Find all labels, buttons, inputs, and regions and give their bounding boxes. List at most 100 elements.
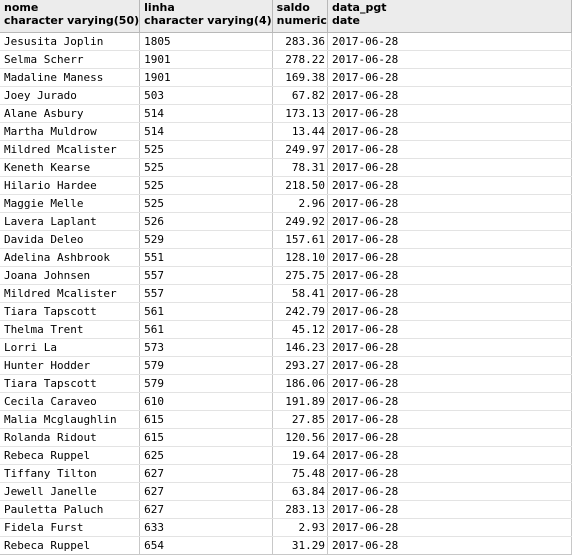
cell-saldo[interactable]: 157.61 [272,230,328,249]
cell-nome[interactable]: Lavera Laplant [0,212,141,231]
cell-data-pgt[interactable]: 2017-06-28 [327,536,572,555]
cell-saldo[interactable]: 2.93 [272,518,328,537]
cell-data-pgt[interactable]: 2017-06-28 [327,104,572,123]
column-header-saldo[interactable]: saldo numeric [272,0,328,33]
cell-nome[interactable]: Mildred Mcalister [0,284,141,303]
cell-data-pgt[interactable]: 2017-06-28 [327,266,572,285]
cell-linha[interactable]: 610 [139,392,273,411]
cell-linha[interactable]: 561 [139,302,273,321]
table-row[interactable]: Hilario Hardee 525 218.50 2017-06-28 [0,176,572,195]
table-row[interactable]: Joana Johnsen 557 275.75 2017-06-28 [0,266,572,285]
cell-linha[interactable]: 526 [139,212,273,231]
cell-saldo[interactable]: 27.85 [272,410,328,429]
cell-linha[interactable]: 561 [139,320,273,339]
cell-data-pgt[interactable]: 2017-06-28 [327,500,572,519]
cell-linha[interactable]: 557 [139,266,273,285]
cell-saldo[interactable]: 191.89 [272,392,328,411]
table-row[interactable]: Malia Mcglaughlin 615 27.85 2017-06-28 [0,410,572,429]
cell-saldo[interactable]: 283.13 [272,500,328,519]
cell-nome[interactable]: Martha Muldrow [0,122,141,141]
cell-nome[interactable]: Thelma Trent [0,320,141,339]
cell-saldo[interactable]: 45.12 [272,320,328,339]
cell-data-pgt[interactable]: 2017-06-28 [327,50,572,69]
cell-linha[interactable]: 529 [139,230,273,249]
cell-saldo[interactable]: 58.41 [272,284,328,303]
cell-nome[interactable]: Tiara Tapscott [0,302,141,321]
cell-linha[interactable]: 514 [139,122,273,141]
cell-saldo[interactable]: 75.48 [272,464,328,483]
cell-saldo[interactable]: 19.64 [272,446,328,465]
table-row[interactable]: Hunter Hodder 579 293.27 2017-06-28 [0,356,572,375]
cell-data-pgt[interactable]: 2017-06-28 [327,482,572,501]
table-row[interactable]: Cecila Caraveo 610 191.89 2017-06-28 [0,392,572,411]
cell-data-pgt[interactable]: 2017-06-28 [327,464,572,483]
cell-linha[interactable]: 615 [139,410,273,429]
cell-data-pgt[interactable]: 2017-06-28 [327,428,572,447]
cell-linha[interactable]: 503 [139,86,273,105]
cell-nome[interactable]: Selma Scherr [0,50,141,69]
cell-saldo[interactable]: 78.31 [272,158,328,177]
cell-nome[interactable]: Joey Jurado [0,86,141,105]
cell-nome[interactable]: Pauletta Paluch [0,500,141,519]
column-header-nome[interactable]: nome character varying(50) [0,0,141,33]
cell-nome[interactable]: Rebeca Ruppel [0,536,141,555]
cell-linha[interactable]: 625 [139,446,273,465]
cell-nome[interactable]: Davida Deleo [0,230,141,249]
table-row[interactable]: Rebeca Ruppel 625 19.64 2017-06-28 [0,446,572,465]
cell-saldo[interactable]: 186.06 [272,374,328,393]
cell-data-pgt[interactable]: 2017-06-28 [327,140,572,159]
cell-nome[interactable]: Maggie Melle [0,194,141,213]
cell-nome[interactable]: Lorri La [0,338,141,357]
cell-linha[interactable]: 525 [139,176,273,195]
cell-data-pgt[interactable]: 2017-06-28 [327,446,572,465]
cell-linha[interactable]: 1901 [139,50,273,69]
cell-linha[interactable]: 525 [139,140,273,159]
cell-saldo[interactable]: 31.29 [272,536,328,555]
cell-nome[interactable]: Rolanda Ridout [0,428,141,447]
table-row[interactable]: Joey Jurado 503 67.82 2017-06-28 [0,86,572,105]
cell-linha[interactable]: 525 [139,194,273,213]
cell-nome[interactable]: Madaline Maness [0,68,141,87]
table-row[interactable]: Tiara Tapscott 561 242.79 2017-06-28 [0,302,572,321]
table-row[interactable]: Lorri La 573 146.23 2017-06-28 [0,338,572,357]
cell-nome[interactable]: Hilario Hardee [0,176,141,195]
cell-saldo[interactable]: 218.50 [272,176,328,195]
cell-data-pgt[interactable]: 2017-06-28 [327,284,572,303]
table-row[interactable]: Rolanda Ridout 615 120.56 2017-06-28 [0,428,572,447]
cell-linha[interactable]: 615 [139,428,273,447]
table-row[interactable]: Thelma Trent 561 45.12 2017-06-28 [0,320,572,339]
cell-linha[interactable]: 654 [139,536,273,555]
table-row[interactable]: Keneth Kearse 525 78.31 2017-06-28 [0,158,572,177]
table-row[interactable]: Selma Scherr 1901 278.22 2017-06-28 [0,50,572,69]
table-row[interactable]: Mildred Mcalister 525 249.97 2017-06-28 [0,140,572,159]
table-row[interactable]: Martha Muldrow 514 13.44 2017-06-28 [0,122,572,141]
cell-data-pgt[interactable]: 2017-06-28 [327,86,572,105]
cell-saldo[interactable]: 275.75 [272,266,328,285]
cell-saldo[interactable]: 242.79 [272,302,328,321]
table-row[interactable]: Lavera Laplant 526 249.92 2017-06-28 [0,212,572,231]
cell-nome[interactable]: Jewell Janelle [0,482,141,501]
cell-linha[interactable]: 551 [139,248,273,267]
cell-data-pgt[interactable]: 2017-06-28 [327,356,572,375]
cell-saldo[interactable]: 249.97 [272,140,328,159]
cell-linha[interactable]: 557 [139,284,273,303]
cell-saldo[interactable]: 146.23 [272,338,328,357]
column-header-data-pgt[interactable]: data_pgt date [327,0,572,33]
cell-saldo[interactable]: 128.10 [272,248,328,267]
table-row[interactable]: Jesusita Joplin 1805 283.36 2017-06-28 [0,32,572,51]
table-row[interactable]: Adelina Ashbrook 551 128.10 2017-06-28 [0,248,572,267]
cell-saldo[interactable]: 293.27 [272,356,328,375]
cell-nome[interactable]: Joana Johnsen [0,266,141,285]
cell-data-pgt[interactable]: 2017-06-28 [327,194,572,213]
cell-saldo[interactable]: 278.22 [272,50,328,69]
cell-data-pgt[interactable]: 2017-06-28 [327,68,572,87]
cell-linha[interactable]: 627 [139,464,273,483]
cell-linha[interactable]: 633 [139,518,273,537]
cell-linha[interactable]: 514 [139,104,273,123]
cell-data-pgt[interactable]: 2017-06-28 [327,320,572,339]
cell-data-pgt[interactable]: 2017-06-28 [327,302,572,321]
column-header-linha[interactable]: linha character varying(4) [139,0,273,33]
cell-saldo[interactable]: 2.96 [272,194,328,213]
cell-saldo[interactable]: 63.84 [272,482,328,501]
table-row[interactable]: Davida Deleo 529 157.61 2017-06-28 [0,230,572,249]
